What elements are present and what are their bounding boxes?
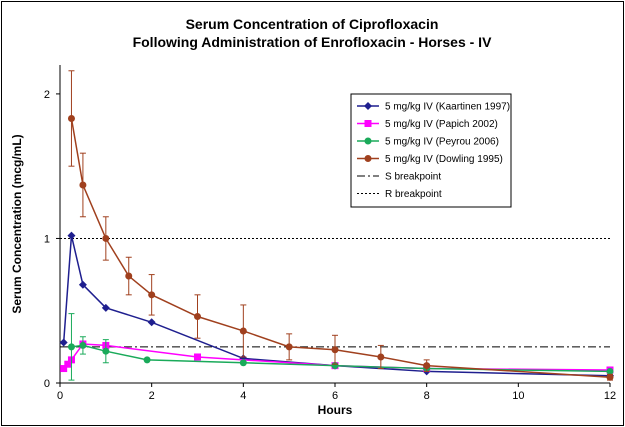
x-tick-label: 0 — [57, 390, 63, 402]
legend-entry-label: 5 mg/kg IV (Peyrou 2006) — [385, 137, 499, 148]
legend-swatch-marker — [364, 102, 372, 110]
legend: 5 mg/kg IV (Kaartinen 1997) 5 mg/kg IV (P… — [350, 93, 512, 208]
data-point — [239, 359, 247, 367]
chart-title-line1: Serum Concentration of Ciprofloxacin — [186, 16, 439, 32]
series-line-0 — [62, 235, 611, 377]
data-point — [67, 114, 75, 122]
data-point — [67, 231, 76, 240]
x-tick-label: 12 — [604, 390, 616, 402]
data-point — [331, 346, 339, 354]
data-point — [147, 318, 156, 327]
legend-swatch-marker — [364, 137, 372, 145]
data-point — [102, 234, 110, 242]
data-point — [285, 343, 293, 351]
x-tick-label: 2 — [149, 390, 155, 402]
series-line-2 — [71, 344, 611, 373]
data-point — [101, 303, 110, 312]
data-point — [606, 373, 614, 381]
y-tick-label: 2 — [44, 89, 50, 101]
x-axis-label: Hours — [318, 403, 353, 417]
data-point — [102, 347, 110, 355]
x-tick-label: 4 — [240, 390, 246, 402]
x-tick-label: 10 — [512, 390, 524, 402]
data-point — [423, 362, 431, 370]
y-tick-label: 1 — [44, 233, 50, 245]
series-line-3 — [70, 118, 611, 378]
data-point — [239, 327, 247, 335]
legend-swatch-marker — [364, 120, 372, 127]
x-tick-label: 8 — [424, 390, 430, 402]
chart-title-line2: Following Administration of Enrofloxacin… — [133, 34, 492, 50]
y-axis-label: Serum Concentration (mcg/mL) — [10, 134, 24, 313]
data-point — [148, 291, 156, 299]
legend-box — [350, 93, 512, 208]
legend-swatch-marker — [364, 155, 372, 162]
legend-entry-label: R breakpoint — [385, 189, 442, 200]
y-tick-label: 0 — [44, 378, 50, 390]
legend-entry-label: S breakpoint — [385, 172, 441, 183]
data-point — [194, 313, 201, 321]
x-tick-label: 6 — [332, 390, 338, 402]
data-point — [79, 341, 87, 349]
legend-entry-label: 5 mg/kg IV (Papich 2002) — [385, 119, 498, 130]
data-point — [194, 353, 201, 361]
data-point — [125, 272, 133, 280]
data-point — [64, 360, 72, 368]
data-point — [606, 367, 614, 375]
data-point — [78, 280, 87, 289]
data-point — [79, 181, 87, 189]
data-point — [60, 365, 68, 373]
data-point — [67, 343, 75, 351]
data-point — [143, 356, 151, 364]
legend-entry-label: 5 mg/kg IV (Dowling 1995) — [385, 154, 503, 165]
data-point — [59, 338, 68, 347]
legend-entry-label: 5 mg/kg IV (Kaartinen 1997) — [385, 102, 510, 113]
data-point — [377, 353, 385, 361]
